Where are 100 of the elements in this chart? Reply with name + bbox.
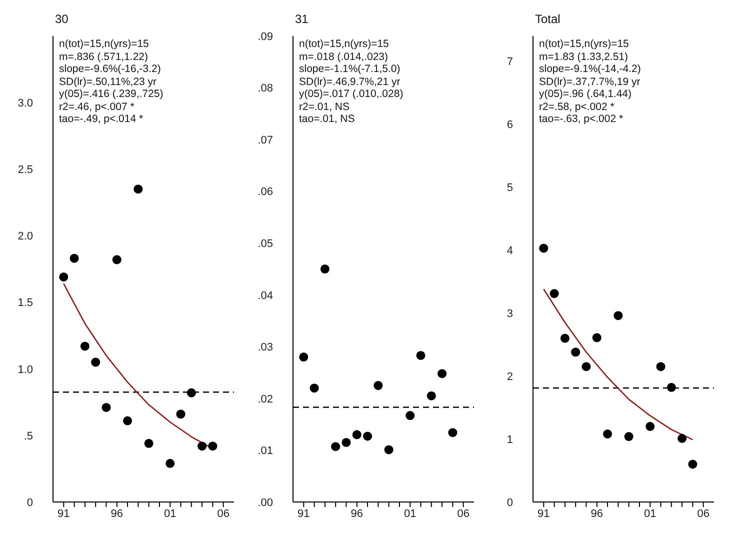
- point: [539, 244, 548, 253]
- point: [571, 348, 580, 357]
- annotation: slope=-9.1%(-14,-4.2): [539, 63, 641, 76]
- y-tick-label: 3.0: [18, 97, 33, 110]
- point: [592, 333, 602, 342]
- chart-title: Total: [534, 11, 562, 28]
- y-tick-label: .09: [258, 30, 273, 43]
- y-tick-label: .08: [258, 82, 273, 95]
- point: [448, 428, 458, 438]
- x-tick-label: 01: [404, 508, 416, 520]
- annotation: SD(lr)=.46,9.7%,21 yr: [299, 76, 402, 88]
- x-tick-label: 96: [110, 508, 124, 520]
- point: [123, 416, 132, 426]
- point: [342, 438, 351, 447]
- point: [310, 384, 319, 393]
- y-tick-label: 1: [506, 434, 513, 446]
- point: [198, 442, 207, 451]
- x-tick-label: 01: [164, 508, 176, 520]
- y-tick-label: 4: [506, 245, 513, 258]
- point: [80, 342, 90, 351]
- x-tick-label: 06: [697, 508, 710, 520]
- point: [59, 272, 68, 282]
- annotation: n(tot)=15,n(yrs)=15: [539, 38, 630, 50]
- annotation: r2=.01, NS: [299, 100, 350, 113]
- annotation: y(05)=.416 (.239,.725): [59, 88, 164, 100]
- y-tick-label: .07: [258, 134, 273, 146]
- point: [624, 432, 634, 442]
- y-tick-label: .02: [258, 393, 273, 406]
- y-tick-label: .04: [258, 290, 273, 302]
- y-tick-label: .00: [258, 496, 273, 509]
- annotation: tao=-.63, p<.002 *: [539, 113, 624, 126]
- point: [582, 362, 591, 372]
- y-tick-label: .03: [258, 342, 273, 354]
- point: [70, 254, 79, 263]
- x-tick-label: 96: [590, 508, 604, 520]
- x-tick-label: 91: [538, 508, 550, 520]
- point: [656, 362, 666, 372]
- point: [363, 432, 372, 441]
- annotation: r2=.58, p<.002 *: [539, 100, 616, 113]
- annotation: m=.018 (.014,.023): [299, 50, 390, 63]
- annotation: m=1.83 (1.33,2.51): [539, 50, 630, 63]
- point: [208, 442, 218, 451]
- y-tick-label: .01: [258, 445, 273, 458]
- annotation: SD(lr)=.37,7.7%,19 yr: [539, 76, 641, 88]
- point: [176, 410, 186, 419]
- point: [384, 445, 394, 454]
- point: [331, 442, 340, 452]
- y-tick-label: .5: [24, 430, 33, 442]
- point: [614, 311, 623, 320]
- x-tick-label: 91: [298, 508, 310, 520]
- chart-title: 31: [294, 11, 310, 28]
- point: [299, 352, 308, 362]
- annotation: SD(lr)=.50,11%,23 yr: [59, 76, 158, 88]
- point: [134, 184, 143, 194]
- y-tick-label: 3: [506, 308, 513, 320]
- point: [102, 402, 111, 412]
- point: [603, 429, 612, 438]
- y-tick-label: 5: [506, 182, 513, 194]
- y-tick-label: 6: [506, 119, 513, 132]
- y-tick-label: 0: [26, 496, 33, 509]
- annotation: n(tot)=15,n(yrs)=15: [299, 38, 390, 50]
- point: [91, 358, 100, 367]
- y-tick-label: .05: [258, 238, 273, 250]
- point: [678, 434, 687, 443]
- point: [646, 422, 655, 431]
- point: [416, 350, 426, 360]
- annotation: y(05)=.017 (.010,.028): [299, 88, 404, 100]
- y-tick-label: 0: [506, 496, 513, 509]
- annotation: slope=-9.6%(-16,-3.2): [59, 63, 162, 76]
- point: [112, 255, 122, 264]
- point: [406, 411, 415, 420]
- x-tick-label: 01: [644, 508, 656, 520]
- x-tick-label: 06: [457, 508, 470, 520]
- point: [426, 391, 436, 400]
- chart-title: 30: [54, 11, 70, 28]
- annotation: y(05)=.96 (.64,1.44): [539, 88, 633, 100]
- y-tick-label: 2: [506, 370, 513, 383]
- point: [352, 430, 362, 440]
- point: [438, 369, 447, 378]
- x-tick-label: 06: [217, 508, 230, 520]
- y-tick-label: 7: [506, 56, 513, 68]
- annotation: tao=-.49, p<.014 *: [59, 113, 144, 126]
- point: [166, 458, 175, 468]
- y-tick-label: 1.0: [18, 364, 33, 376]
- annotation: r2=.46, p<.007 *: [59, 100, 136, 113]
- y-tick-label: 2.0: [18, 230, 33, 243]
- point: [666, 382, 676, 392]
- point: [374, 380, 383, 390]
- x-tick-label: 91: [58, 508, 70, 520]
- line-series: [542, 288, 694, 440]
- annotation: slope=-1.1%(-7.1,5.0): [299, 63, 402, 76]
- annotation: m=.836 (.571,1.22): [59, 50, 150, 63]
- point: [560, 334, 570, 343]
- annotation: tao=.01, NS: [299, 113, 356, 126]
- y-tick-label: 2.5: [18, 164, 33, 176]
- y-tick-label: .06: [258, 186, 273, 198]
- x-tick-label: 96: [350, 508, 364, 520]
- annotation: n(tot)=15,n(yrs)=15: [59, 38, 150, 50]
- point: [186, 388, 196, 398]
- point: [688, 460, 698, 469]
